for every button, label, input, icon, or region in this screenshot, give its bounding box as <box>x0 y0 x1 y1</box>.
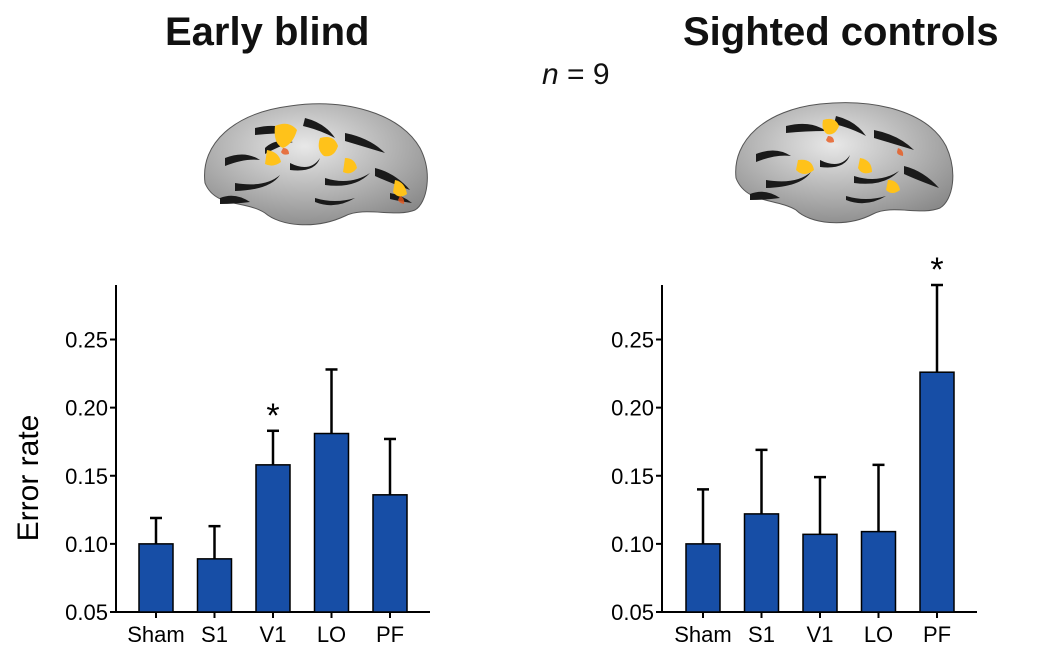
bar-v1 <box>802 533 838 613</box>
x-tick-label: V1 <box>260 622 287 646</box>
x-tick-label: LO <box>317 622 346 646</box>
y-tick-label: 0.10 <box>65 532 108 557</box>
bar-lo <box>860 530 897 613</box>
bar-lo <box>313 432 350 613</box>
x-tick-label: PF <box>376 622 404 646</box>
bar-s1 <box>743 513 780 613</box>
brain-map-early-blind <box>204 103 428 226</box>
chart-sighted-controls: 0.05 0.10 0.15 0.20 0.25 Sham S1 V1 LO PF * <box>611 251 977 646</box>
y-tick-label: 0.10 <box>611 532 654 557</box>
y-tick-label: 0.20 <box>611 396 654 421</box>
significance-marker: * <box>266 397 279 435</box>
x-tick-label: Sham <box>674 622 731 646</box>
y-tick-label: 0.05 <box>611 600 654 625</box>
bar-pf <box>372 494 408 613</box>
y-tick-label: 0.05 <box>65 600 108 625</box>
y-axis-label: Error rate <box>12 415 45 542</box>
bar-v1 <box>255 464 291 613</box>
y-tick-label: 0.15 <box>611 464 654 489</box>
x-tick-label: S1 <box>748 622 775 646</box>
bar-sham <box>138 543 174 613</box>
x-tick-label: V1 <box>807 622 834 646</box>
y-tick-label: 0.25 <box>65 328 108 353</box>
left-chart-title: Early blind <box>165 10 370 54</box>
x-tick-label: S1 <box>201 622 228 646</box>
bar-s1 <box>196 558 233 613</box>
y-tick-label: 0.25 <box>611 328 654 353</box>
significance-marker: * <box>930 251 943 289</box>
x-tick-label: PF <box>923 622 951 646</box>
sample-size-symbol: n <box>542 58 559 91</box>
x-tick-label: Sham <box>127 622 184 646</box>
sample-size-label: n = 9 <box>542 58 610 92</box>
brain-map-sighted-controls <box>735 102 954 224</box>
chart-early-blind: 0.05 0.10 0.15 0.20 0.25 Sham S1 V1 * LO PF <box>65 285 430 646</box>
y-tick-label: 0.15 <box>65 464 108 489</box>
bar-sham <box>685 543 721 613</box>
x-tick-label: LO <box>864 622 893 646</box>
sample-size-value: = 9 <box>558 58 610 91</box>
bar-pf <box>919 371 955 613</box>
y-tick-label: 0.20 <box>65 396 108 421</box>
right-chart-title: Sighted controls <box>683 10 999 54</box>
